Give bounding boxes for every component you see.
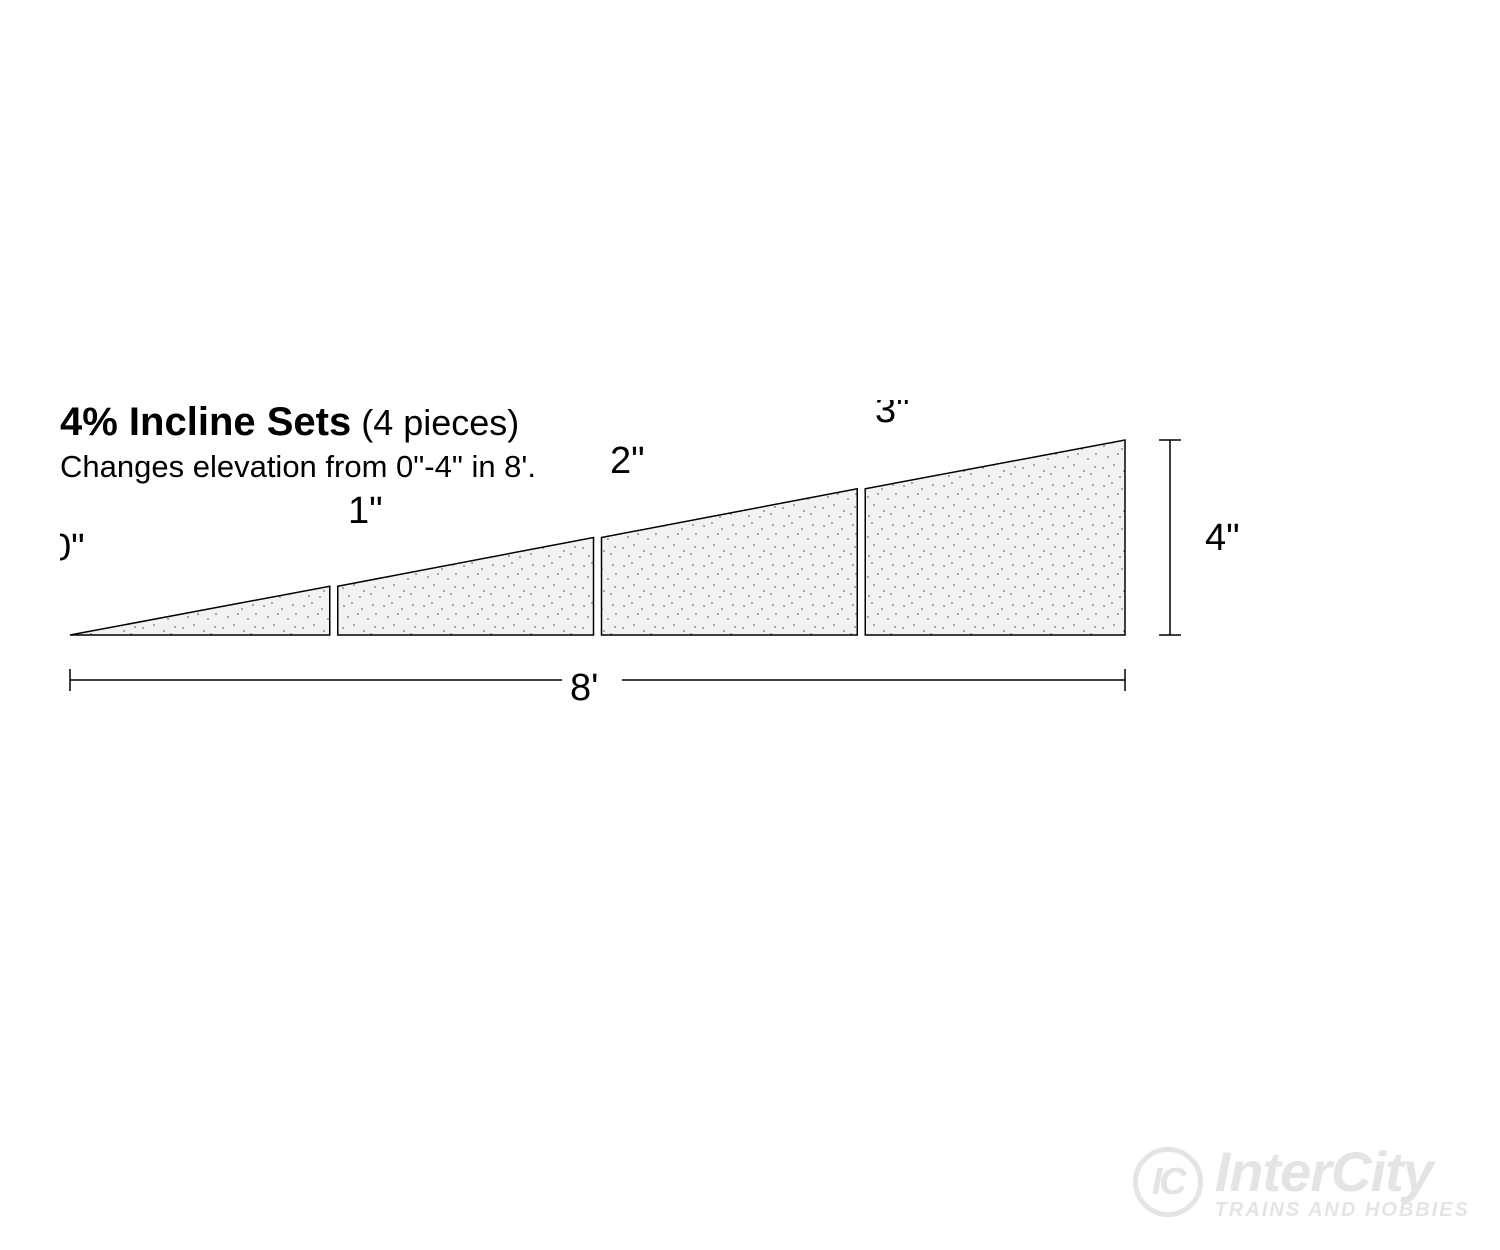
watermark-main: InterCity [1215, 1144, 1470, 1200]
segment-label-1: 1" [348, 490, 383, 532]
segment-label-2: 2" [610, 440, 645, 482]
watermark-text: InterCity TRAINS AND HOBBIES [1215, 1144, 1470, 1220]
watermark-sub: TRAINS AND HOBBIES [1215, 1200, 1470, 1220]
incline-segment-2 [602, 489, 858, 635]
segment-label-3: 3" [875, 400, 910, 431]
incline-segment-1 [338, 538, 594, 636]
incline-segment-0 [70, 586, 330, 635]
segment-label-0: 0" [60, 527, 85, 569]
incline-segment-3 [865, 440, 1125, 635]
height-dim-label: 4" [1205, 517, 1240, 559]
watermark: IC InterCity TRAINS AND HOBBIES [1133, 1144, 1470, 1220]
diagram-container: 4% Incline Sets (4 pieces) Changes eleva… [60, 400, 1440, 750]
incline-diagram: 0" 1" 2" 3" 4" 8' [60, 400, 1440, 750]
width-dim-label: 8' [570, 667, 598, 709]
watermark-badge-icon: IC [1133, 1147, 1203, 1217]
